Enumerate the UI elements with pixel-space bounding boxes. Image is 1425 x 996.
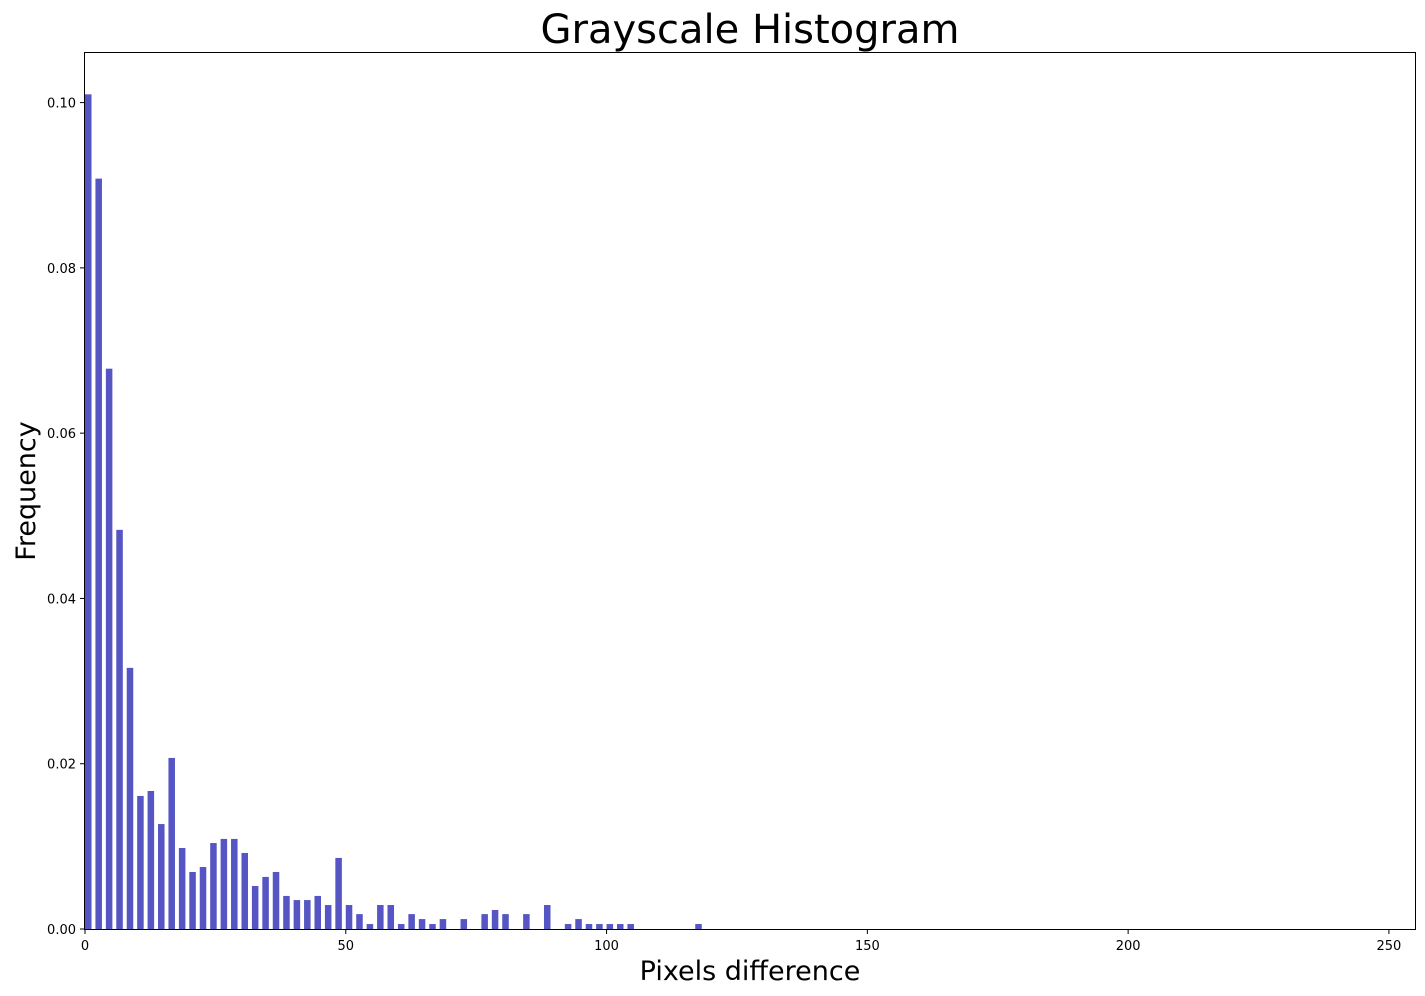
y-tick-label: 0.02 xyxy=(47,758,76,773)
histogram-bar xyxy=(85,94,92,929)
histogram-bar xyxy=(262,876,269,929)
histogram-bar xyxy=(178,848,186,929)
histogram-bar xyxy=(491,909,499,929)
histogram-bar xyxy=(627,924,634,929)
x-tick-label: 100 xyxy=(594,939,619,954)
histogram-bar xyxy=(387,905,395,929)
histogram-bar xyxy=(418,919,426,929)
x-axis-ticks: 0 50 100 150 200 250 xyxy=(81,929,1401,954)
histogram-bar xyxy=(596,924,603,929)
y-axis-label: Frequency xyxy=(11,421,42,561)
histogram-bar xyxy=(116,529,123,929)
histogram-bar xyxy=(335,857,342,929)
histogram-bar xyxy=(439,919,447,929)
x-tick-label: 0 xyxy=(81,939,89,954)
x-axis-label: Pixels difference xyxy=(640,956,861,987)
histogram-bar xyxy=(189,871,196,929)
y-tick-label: 0.06 xyxy=(47,427,76,442)
histogram-bar xyxy=(397,924,405,929)
histogram-bar xyxy=(293,900,301,929)
histogram-bar xyxy=(366,924,374,929)
y-tick-label: 0.10 xyxy=(47,97,76,112)
histogram-bar xyxy=(356,914,363,929)
x-tick-label: 50 xyxy=(338,939,355,954)
histogram-bar xyxy=(460,919,468,929)
x-tick-label: 150 xyxy=(855,939,880,954)
histogram-bar xyxy=(408,914,415,929)
histogram-bar xyxy=(606,924,614,929)
histogram-bar xyxy=(199,867,207,929)
histogram-bar xyxy=(377,905,384,929)
histogram-bar xyxy=(502,914,509,929)
histogram-bar xyxy=(283,895,290,929)
histogram-bar xyxy=(231,838,238,929)
histogram-bar xyxy=(324,905,332,929)
histogram-bar xyxy=(105,368,113,929)
histogram-bar xyxy=(251,886,259,929)
histogram-bar xyxy=(137,795,144,929)
histogram-bar xyxy=(272,871,280,929)
histogram-bar xyxy=(429,924,436,929)
y-tick-label: 0.04 xyxy=(47,592,76,607)
histogram-bar xyxy=(543,905,551,929)
histogram-bar xyxy=(575,919,582,929)
y-axis-ticks: 0.00 0.02 0.04 0.06 0.08 0.10 xyxy=(47,97,85,938)
histogram-bar xyxy=(523,914,530,929)
histogram-bar xyxy=(95,178,102,929)
histogram-bar xyxy=(241,852,248,929)
histogram-bar xyxy=(481,914,488,929)
histogram-bar xyxy=(220,838,228,929)
x-tick-label: 200 xyxy=(1116,939,1141,954)
histogram-bar xyxy=(126,667,134,929)
histogram-bar xyxy=(168,757,175,929)
y-tick-label: 0.00 xyxy=(47,923,76,938)
histogram-bar xyxy=(695,924,702,929)
x-tick-label: 250 xyxy=(1377,939,1402,954)
histogram-bar xyxy=(314,895,322,929)
chart-title: Grayscale Histogram xyxy=(541,7,960,53)
histogram-bar xyxy=(617,924,624,929)
bars-group xyxy=(85,94,702,929)
histogram-bar xyxy=(158,824,165,929)
y-tick-label: 0.08 xyxy=(47,262,76,277)
histogram-bar xyxy=(345,905,353,929)
histogram-bar xyxy=(147,790,155,929)
histogram-bar xyxy=(585,924,593,929)
histogram-bar xyxy=(304,900,311,929)
plot-frame xyxy=(84,52,1416,930)
histogram-bar xyxy=(564,924,572,929)
histogram-bar xyxy=(210,843,217,929)
